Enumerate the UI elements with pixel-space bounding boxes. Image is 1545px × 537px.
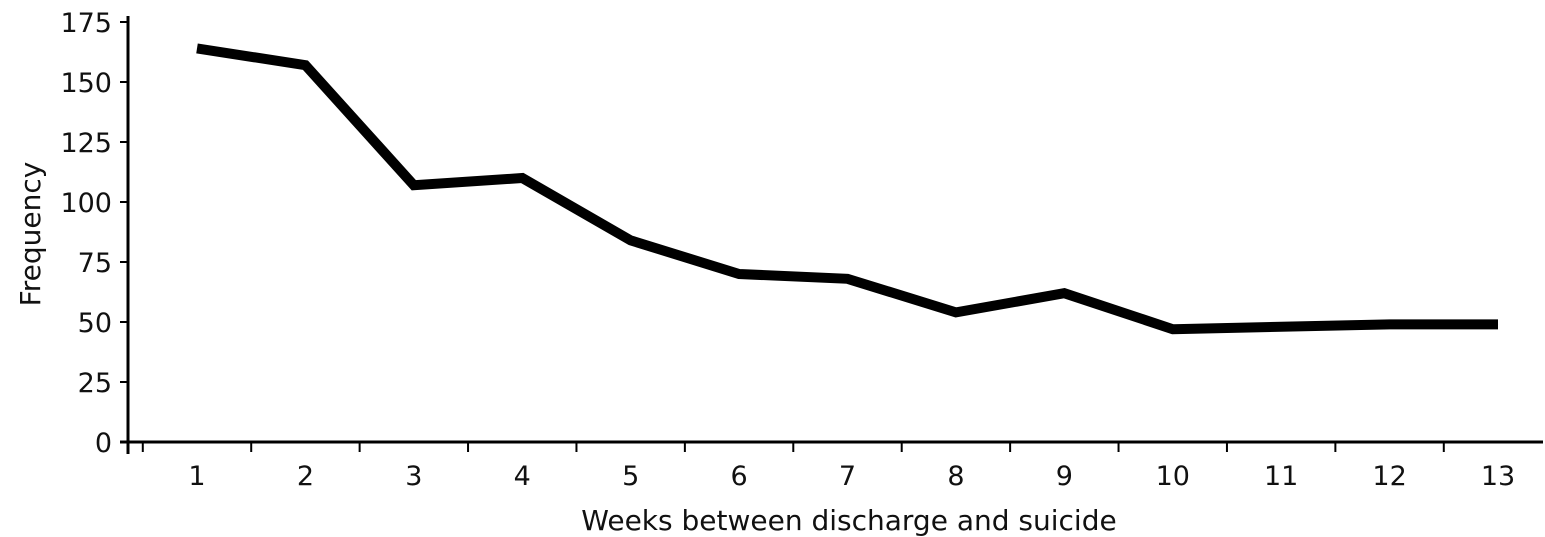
x-tick-label: 13 <box>1481 461 1515 492</box>
y-tick-label: 175 <box>60 8 112 39</box>
x-tick-label: 4 <box>514 461 531 492</box>
x-tick-label: 10 <box>1156 461 1190 492</box>
x-tick-label: 6 <box>730 461 747 492</box>
x-tick-label: 9 <box>1056 461 1073 492</box>
x-tick-label: 12 <box>1372 461 1406 492</box>
x-tick-label: 2 <box>297 461 314 492</box>
y-tick-label: 100 <box>60 188 112 219</box>
y-tick-label: 0 <box>95 428 112 459</box>
y-axis: 0 25 50 75 100 125 150 175 <box>60 8 130 459</box>
y-axis-title: Frequency <box>14 162 47 307</box>
x-tick-label: 11 <box>1264 461 1298 492</box>
y-tick-label: 50 <box>78 308 112 339</box>
x-tick-label: 8 <box>947 461 964 492</box>
x-tick-label: 7 <box>839 461 856 492</box>
x-tick-label: 5 <box>622 461 639 492</box>
y-tick-label: 150 <box>60 68 112 99</box>
y-tick-label: 125 <box>60 128 112 159</box>
x-tick-label: 1 <box>188 461 205 492</box>
x-axis: 1 2 3 4 5 6 7 8 9 10 11 12 13 <box>120 440 1543 492</box>
y-tick-label: 75 <box>78 248 112 279</box>
series-line <box>196 43 1498 335</box>
series-layer <box>196 43 1499 335</box>
x-tick-label: 3 <box>405 461 422 492</box>
x-axis-title: Weeks between discharge and suicide <box>581 504 1116 537</box>
y-tick-label: 25 <box>78 368 112 399</box>
